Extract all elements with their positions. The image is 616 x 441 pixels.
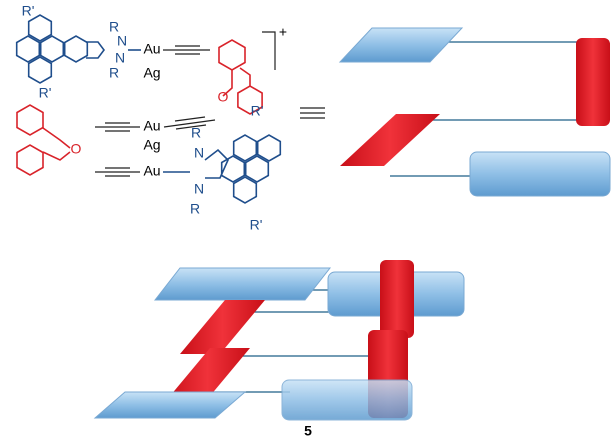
label: R bbox=[190, 201, 200, 217]
label: R' bbox=[250, 217, 263, 233]
ring bbox=[16, 144, 44, 176]
pyrene-block bbox=[281, 379, 413, 421]
bond bbox=[86, 41, 105, 59]
ring bbox=[218, 39, 246, 71]
bond bbox=[175, 124, 207, 130]
label: Au bbox=[143, 118, 160, 134]
xanthene-cylinder bbox=[576, 38, 610, 126]
label: R bbox=[109, 19, 119, 35]
ring bbox=[237, 85, 263, 115]
ring bbox=[16, 104, 44, 136]
label: R bbox=[191, 125, 201, 141]
label: R' bbox=[39, 85, 52, 101]
pyrene-plate bbox=[338, 27, 464, 63]
ring bbox=[256, 134, 282, 162]
bond bbox=[239, 67, 251, 86]
xanthene-plate bbox=[340, 114, 440, 166]
label: N bbox=[194, 181, 204, 197]
label: Ag bbox=[143, 65, 160, 81]
label: N bbox=[115, 50, 125, 66]
label: N bbox=[194, 145, 204, 161]
label: R' bbox=[251, 103, 264, 119]
label: Au bbox=[143, 163, 160, 179]
compound-number: 5 bbox=[304, 423, 312, 439]
ring bbox=[232, 176, 258, 204]
ring bbox=[39, 35, 65, 63]
bond bbox=[222, 70, 233, 97]
ring bbox=[232, 134, 258, 162]
ring bbox=[244, 155, 270, 183]
pyrene-plate bbox=[93, 391, 247, 419]
molecule bbox=[15, 14, 325, 204]
bond bbox=[42, 127, 71, 149]
xanthene-plate bbox=[165, 348, 250, 402]
bond bbox=[174, 116, 206, 122]
ring bbox=[27, 14, 53, 42]
xanthene-cylinder bbox=[380, 260, 414, 338]
label: O bbox=[71, 141, 82, 157]
label: Ag bbox=[143, 137, 160, 153]
pyrene-block bbox=[469, 151, 611, 197]
xanthene-plate bbox=[180, 300, 265, 354]
label: Au bbox=[143, 41, 160, 57]
label: R bbox=[109, 65, 119, 81]
cartoon bbox=[93, 260, 465, 421]
ring bbox=[63, 35, 89, 63]
bond bbox=[204, 148, 229, 179]
pyrene-plate bbox=[153, 267, 332, 301]
label: R' bbox=[22, 3, 35, 19]
ring bbox=[15, 35, 41, 63]
bond bbox=[42, 151, 71, 161]
bracket bbox=[262, 31, 276, 70]
cartoon bbox=[338, 27, 611, 197]
ring bbox=[27, 56, 53, 84]
charge: + bbox=[279, 24, 287, 40]
ring bbox=[220, 155, 246, 183]
label: O bbox=[218, 89, 229, 105]
bond bbox=[163, 119, 216, 128]
label: N bbox=[117, 33, 127, 49]
